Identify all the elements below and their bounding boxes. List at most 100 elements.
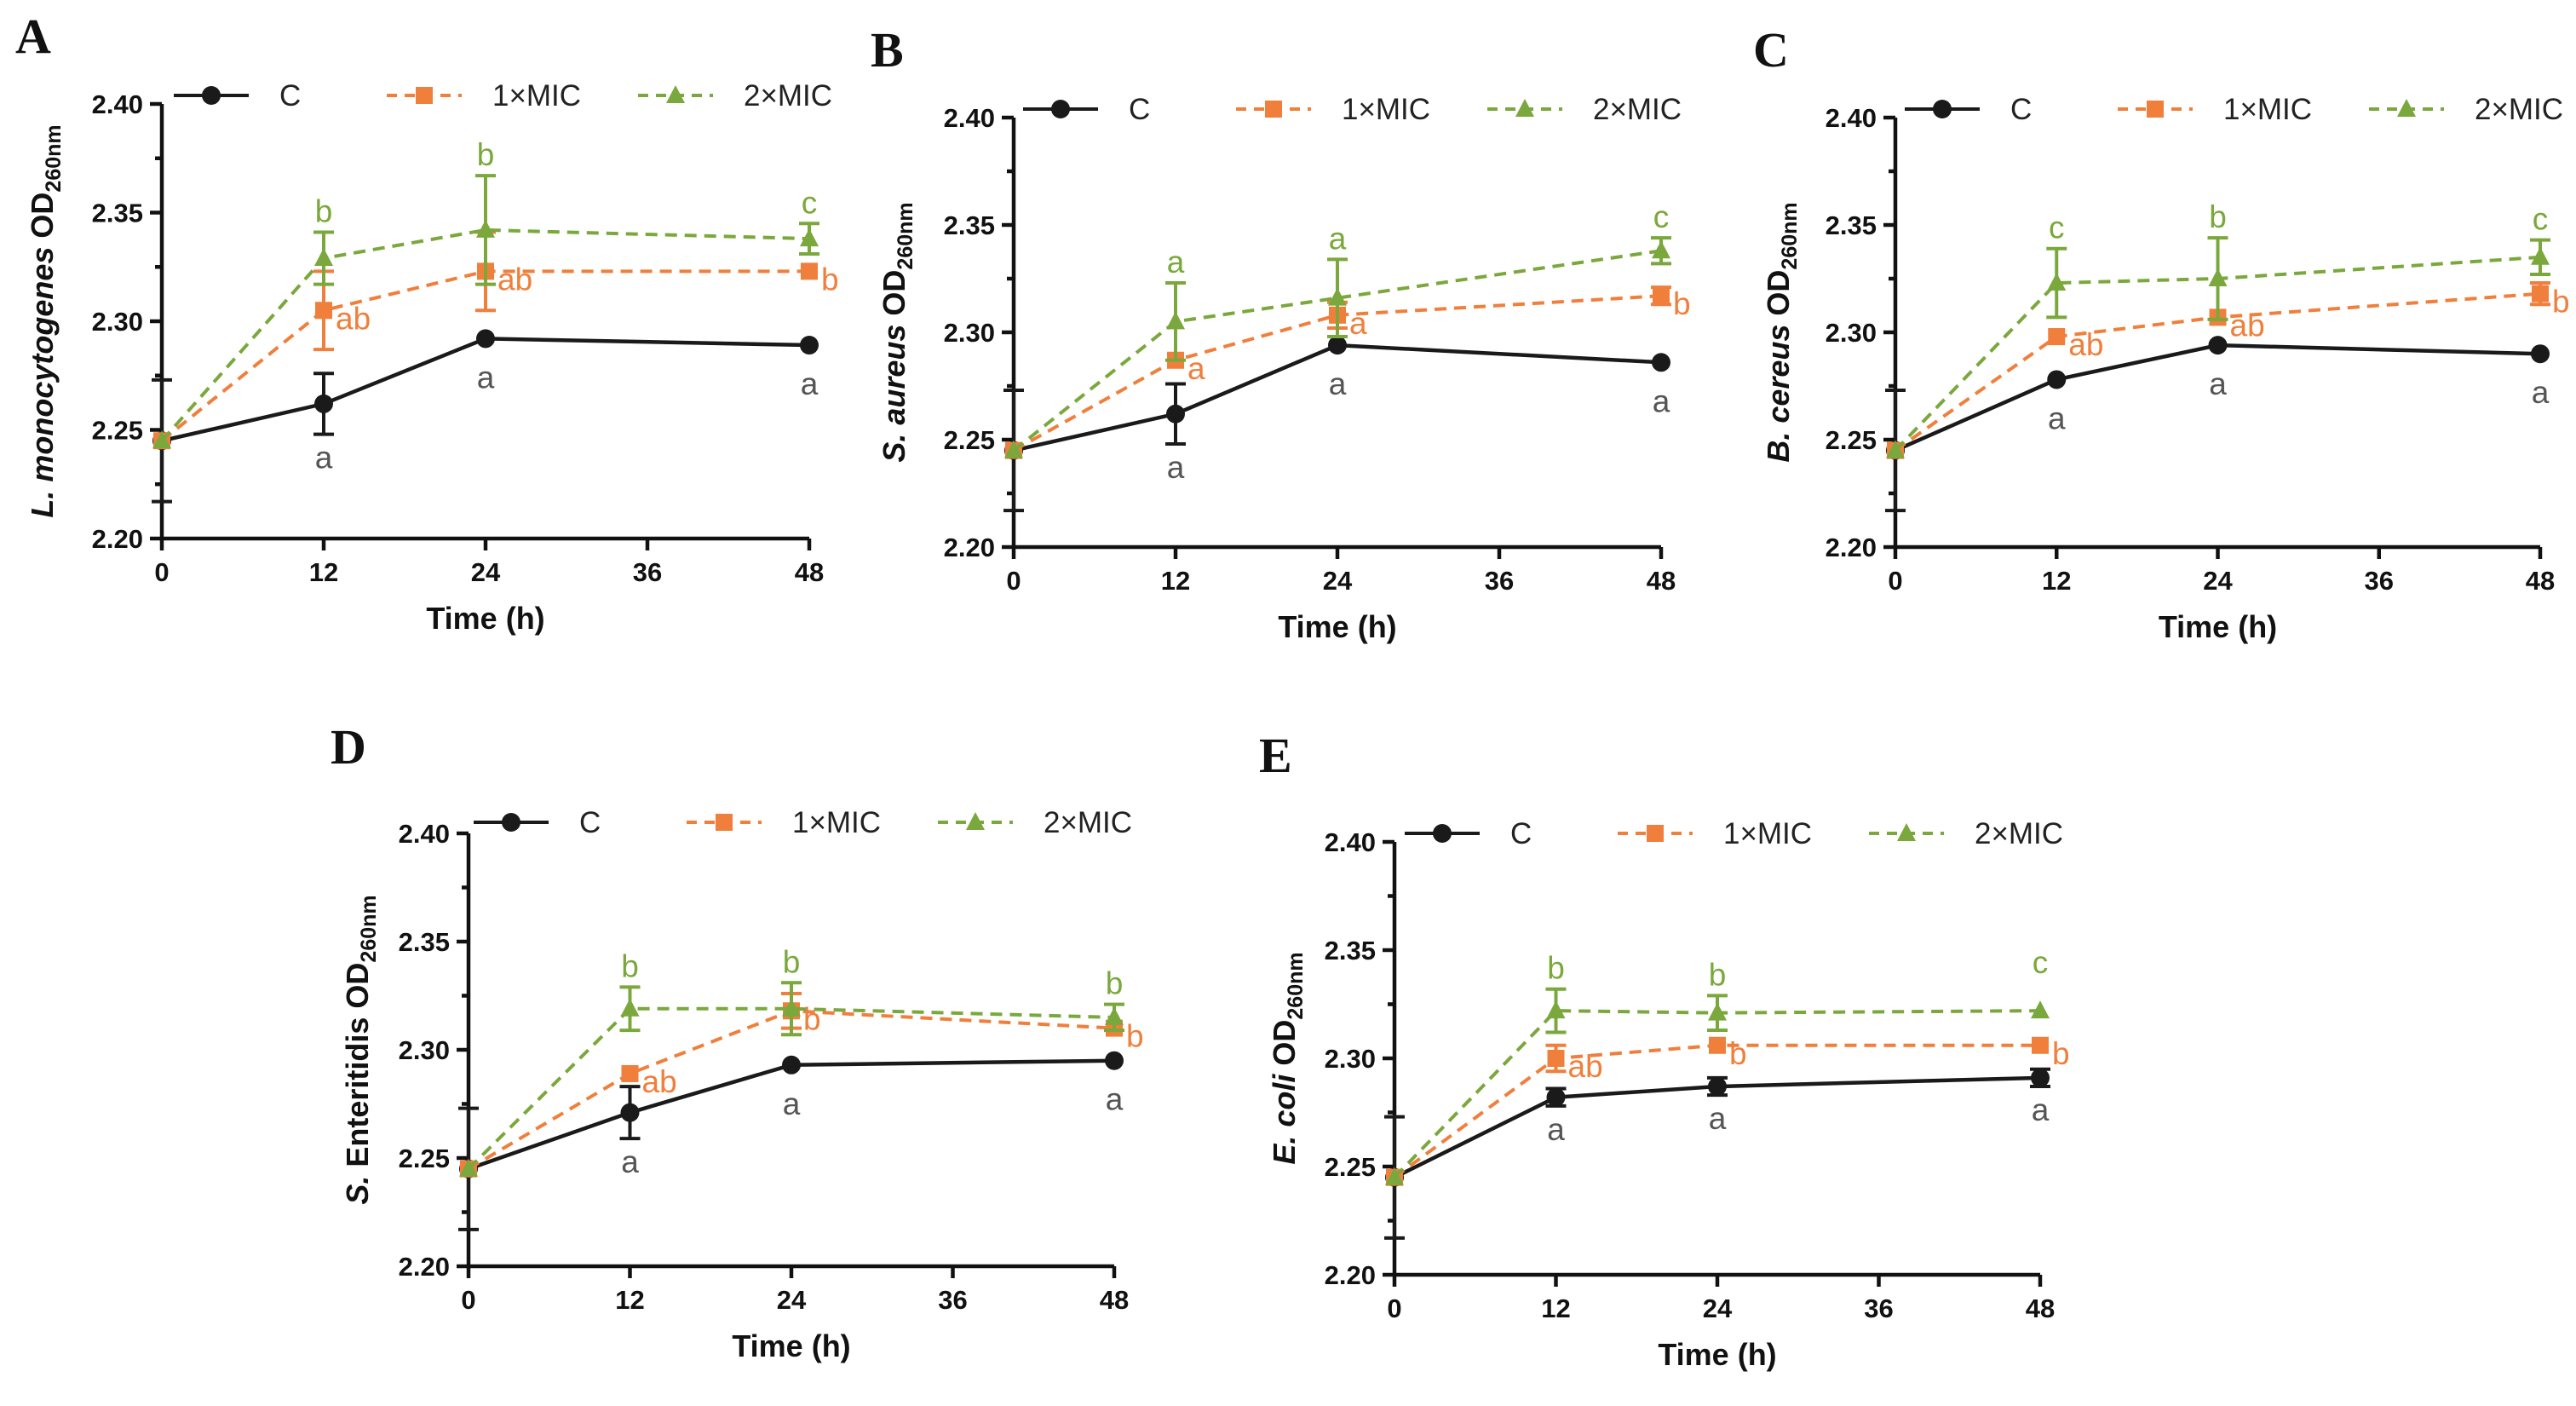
series-line <box>1013 343 1662 452</box>
y-label-od: OD <box>877 270 911 325</box>
legend-item: 2×MIC <box>1869 817 2063 850</box>
legend-marker <box>666 85 685 103</box>
significance-label: c <box>2049 210 2065 245</box>
x-tick-label: 48 <box>1100 1285 1129 1315</box>
data-point <box>476 219 495 238</box>
significance-label: c <box>2033 945 2049 980</box>
significance-label: a <box>477 360 495 395</box>
x-axis-label: Time (h) <box>732 1328 850 1363</box>
significance-label: b <box>477 137 495 172</box>
significance-label: a <box>1349 306 1367 341</box>
data-point <box>1886 440 1905 458</box>
series-line <box>1013 294 1662 452</box>
legend-marker <box>2397 99 2416 117</box>
x-tick-label: 36 <box>938 1285 967 1315</box>
legend-item: C <box>1023 93 1150 126</box>
data-point <box>1385 1167 1404 1185</box>
y-tick-label: 2.30 <box>1826 318 1877 348</box>
y-tick-label: 2.30 <box>944 318 995 348</box>
series-1xMIC: ab b b <box>460 991 1144 1178</box>
data-point <box>2531 246 2550 265</box>
y-label-od: OD <box>25 193 60 247</box>
y-label-subscript: 260nm <box>357 895 381 962</box>
y-tick-label: 2.35 <box>944 210 995 240</box>
y-axis-label: L. monocytogenes OD260nm <box>25 124 66 517</box>
data-point <box>2048 328 2066 346</box>
y-label-species: E. coli <box>1267 1074 1302 1165</box>
significance-label: ab <box>2230 308 2265 343</box>
data-point <box>2047 273 2067 291</box>
significance-label: ab <box>497 262 532 297</box>
x-tick-label: 12 <box>1161 566 1190 596</box>
legend-item: C <box>1405 817 1532 850</box>
y-tick-label: 2.20 <box>944 533 995 562</box>
panel-a: A 2.20 2.25 2.30 2.35 2.40 0 12 24 36 48 Time (h) L.… <box>15 9 839 636</box>
significance-label: a <box>315 441 333 475</box>
data-point <box>1708 1002 1727 1021</box>
legend-label: 1×MIC <box>492 79 581 112</box>
significance-label: a <box>2032 1092 2050 1127</box>
panel-letter: C <box>1753 22 1789 78</box>
legend-label: 2×MIC <box>744 79 832 112</box>
significance-label: b <box>1126 1019 1144 1054</box>
significance-label: b <box>803 1001 821 1036</box>
data-point <box>800 228 819 247</box>
significance-label: b <box>1729 1036 1747 1071</box>
x-tick-label: 48 <box>2526 566 2555 596</box>
panel-letter: B <box>871 22 904 78</box>
y-axis-label: S. aureus OD260nm <box>877 202 917 462</box>
significance-label: ab <box>2068 327 2103 362</box>
data-point <box>1652 240 1670 259</box>
y-tick-label: 2.35 <box>399 927 450 957</box>
significance-label: c <box>802 185 818 220</box>
significance-label: a <box>1167 450 1185 485</box>
y-label-od: OD <box>1267 1020 1302 1075</box>
data-point <box>621 1064 639 1082</box>
data-point <box>1547 1050 1565 1067</box>
legend-item: C <box>1905 93 2032 126</box>
significance-label: c <box>1653 199 1670 234</box>
x-tick-label: 36 <box>1485 566 1514 596</box>
series-line <box>1894 291 2541 452</box>
data-point <box>782 1055 801 1075</box>
data-point <box>476 329 495 349</box>
significance-label: b <box>1106 966 1124 1001</box>
significance-label: ab <box>336 301 371 336</box>
legend-item: 2×MIC <box>1487 93 1682 126</box>
x-tick-label: 0 <box>154 557 169 587</box>
data-point <box>2031 1068 2050 1087</box>
x-axis-label: Time (h) <box>2159 609 2277 644</box>
x-tick-label: 24 <box>1703 1294 1733 1323</box>
y-label-subscript: 260nm <box>1284 952 1308 1019</box>
x-tick-label: 0 <box>1387 1294 1401 1323</box>
data-point <box>1708 1077 1727 1097</box>
legend-marker <box>502 813 520 832</box>
y-label-species: S. <box>340 1176 375 1205</box>
y-tick-label: 2.20 <box>1325 1260 1376 1290</box>
legend-marker <box>1515 99 1534 117</box>
series-2xMIC: aac <box>1004 199 1671 458</box>
series-1xMIC: ab ab b <box>1887 281 2570 459</box>
panel-c: C 2.20 2.25 2.30 2.35 2.40 0 12 24 36 48 Time (h) B.… <box>1753 22 2570 644</box>
legend-item: 1×MIC <box>1236 93 1430 126</box>
data-point <box>1328 287 1347 306</box>
significance-label: b <box>2052 1036 2070 1071</box>
series-line <box>1393 1009 2041 1179</box>
significance-label: a <box>801 366 819 401</box>
significance-label: b <box>621 948 639 983</box>
legend-label: C <box>1510 817 1532 850</box>
x-tick-label: 48 <box>2026 1294 2055 1323</box>
significance-label: a <box>2209 366 2227 401</box>
data-point <box>2032 1036 2049 1054</box>
data-point <box>152 430 171 449</box>
legend-item: 1×MIC <box>387 79 581 112</box>
y-tick-label: 2.35 <box>92 199 143 228</box>
panel-letter: A <box>15 9 51 64</box>
legend-item: 2×MIC <box>638 79 832 112</box>
data-point <box>459 1158 478 1177</box>
data-point <box>2532 285 2549 303</box>
data-point <box>800 336 819 355</box>
